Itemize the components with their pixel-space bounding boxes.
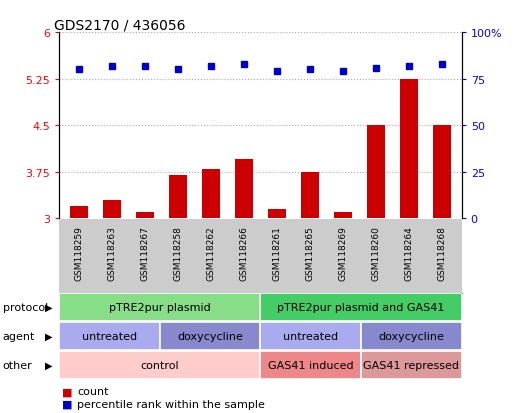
Text: ■: ■	[62, 399, 72, 409]
Bar	[202, 169, 220, 219]
Text: ▶: ▶	[45, 360, 53, 370]
Text: other: other	[3, 360, 32, 370]
Text: percentile rank within the sample: percentile rank within the sample	[77, 399, 265, 409]
Bar	[260, 322, 361, 350]
Text: ▶: ▶	[45, 331, 53, 341]
Text: GSM118259: GSM118259	[74, 225, 83, 280]
Text: untreated: untreated	[283, 331, 338, 341]
Text: GSM118265: GSM118265	[305, 225, 314, 280]
Bar	[400, 79, 418, 219]
Bar	[301, 173, 319, 219]
Bar	[160, 322, 260, 350]
Text: GSM118268: GSM118268	[438, 225, 446, 280]
Text: GSM118267: GSM118267	[141, 225, 149, 280]
Bar	[367, 126, 385, 219]
Text: pTRE2pur plasmid and GAS41: pTRE2pur plasmid and GAS41	[278, 302, 445, 312]
Bar	[235, 160, 253, 219]
Bar	[59, 351, 260, 379]
Text: GDS2170 / 436056: GDS2170 / 436056	[54, 19, 185, 33]
Bar	[260, 293, 462, 321]
Bar	[361, 351, 462, 379]
Bar	[433, 126, 451, 219]
Bar	[59, 293, 260, 321]
Bar	[70, 206, 88, 219]
Text: GAS41 repressed: GAS41 repressed	[363, 360, 459, 370]
Bar	[334, 213, 352, 219]
Text: GSM118260: GSM118260	[371, 225, 380, 280]
Text: doxycycline: doxycycline	[177, 331, 243, 341]
Text: ■: ■	[62, 387, 72, 396]
Text: GAS41 induced: GAS41 induced	[268, 360, 353, 370]
Text: GSM118266: GSM118266	[240, 225, 248, 280]
Text: ▶: ▶	[45, 302, 53, 312]
Text: untreated: untreated	[82, 331, 137, 341]
Text: GSM118264: GSM118264	[404, 225, 413, 280]
Text: agent: agent	[3, 331, 35, 341]
Text: doxycycline: doxycycline	[379, 331, 444, 341]
Text: protocol: protocol	[3, 302, 48, 312]
Text: control: control	[141, 360, 179, 370]
Bar	[136, 213, 154, 219]
Text: GSM118262: GSM118262	[206, 225, 215, 280]
Bar	[260, 351, 361, 379]
Text: GSM118269: GSM118269	[339, 225, 347, 280]
Text: GSM118263: GSM118263	[107, 225, 116, 280]
Bar	[59, 322, 160, 350]
Text: pTRE2pur plasmid: pTRE2pur plasmid	[109, 302, 210, 312]
Text: GSM118258: GSM118258	[173, 225, 182, 280]
Bar	[268, 210, 286, 219]
Bar	[103, 200, 121, 219]
Text: GSM118261: GSM118261	[272, 225, 281, 280]
Bar	[361, 322, 462, 350]
Text: count: count	[77, 387, 108, 396]
Bar	[169, 176, 187, 219]
